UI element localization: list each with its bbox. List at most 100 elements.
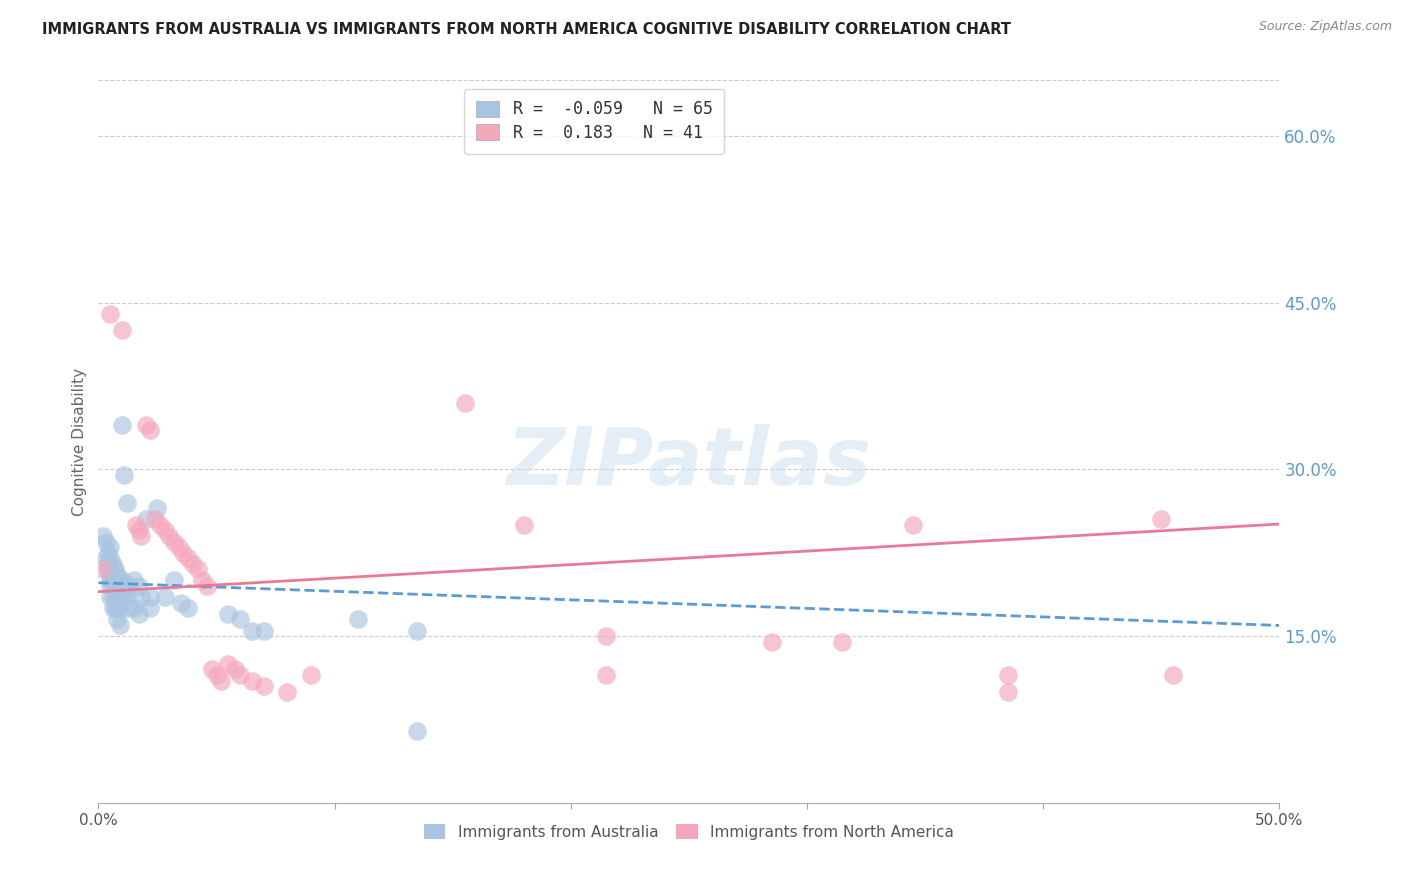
Point <box>229 612 252 626</box>
Point <box>253 624 276 638</box>
Point <box>276 684 298 698</box>
Point <box>903 517 925 532</box>
Point <box>128 607 150 621</box>
Point <box>111 574 134 588</box>
Point <box>94 551 117 566</box>
Point <box>453 395 475 409</box>
Point <box>105 579 128 593</box>
Point <box>97 557 120 571</box>
Point <box>125 517 148 532</box>
Point <box>139 590 162 604</box>
Point <box>163 534 186 549</box>
Point <box>217 657 239 671</box>
Point <box>122 601 145 615</box>
Point <box>115 590 138 604</box>
Point <box>240 624 263 638</box>
Point <box>105 601 128 615</box>
Point <box>177 551 200 566</box>
Point <box>101 579 124 593</box>
Y-axis label: Cognitive Disability: Cognitive Disability <box>72 368 87 516</box>
Point <box>98 579 121 593</box>
Point <box>139 424 162 438</box>
Point <box>108 618 131 632</box>
Point <box>240 673 263 688</box>
Point <box>191 574 214 588</box>
Point <box>101 557 124 571</box>
Point <box>104 579 127 593</box>
Point <box>1161 668 1184 682</box>
Point <box>347 612 370 626</box>
Text: ZIPatlas: ZIPatlas <box>506 425 872 502</box>
Point <box>205 668 228 682</box>
Point <box>104 590 127 604</box>
Point <box>129 590 152 604</box>
Point <box>157 529 180 543</box>
Point <box>101 574 124 588</box>
Point <box>595 629 617 643</box>
Point <box>101 568 124 582</box>
Point <box>105 590 128 604</box>
Point <box>112 584 135 599</box>
Point <box>122 574 145 588</box>
Point <box>149 517 172 532</box>
Point <box>997 668 1019 682</box>
Point <box>105 612 128 626</box>
Point <box>163 574 186 588</box>
Point <box>105 574 128 588</box>
Point <box>98 307 121 321</box>
Point <box>97 546 120 560</box>
Point <box>104 601 127 615</box>
Point <box>512 517 534 532</box>
Point <box>112 467 135 482</box>
Point <box>104 568 127 582</box>
Point <box>101 590 124 604</box>
Point <box>108 574 131 588</box>
Point <box>229 668 252 682</box>
Point <box>108 579 131 593</box>
Point <box>101 601 124 615</box>
Point <box>97 562 120 576</box>
Point <box>118 579 141 593</box>
Point <box>135 512 157 526</box>
Point <box>108 601 131 615</box>
Point <box>118 601 141 615</box>
Point <box>98 568 121 582</box>
Point <box>104 574 127 588</box>
Point <box>831 634 853 648</box>
Point <box>1150 512 1173 526</box>
Point <box>98 551 121 566</box>
Point <box>209 673 232 688</box>
Point <box>167 540 190 554</box>
Point <box>111 590 134 604</box>
Point <box>253 679 276 693</box>
Point <box>111 323 134 337</box>
Point <box>170 596 193 610</box>
Point <box>135 417 157 432</box>
Point <box>201 662 224 676</box>
Point <box>111 417 134 432</box>
Point <box>595 668 617 682</box>
Point <box>128 524 150 538</box>
Point <box>104 562 127 576</box>
Point <box>153 524 176 538</box>
Point <box>139 601 162 615</box>
Point <box>153 590 176 604</box>
Point <box>172 546 194 560</box>
Point <box>195 579 218 593</box>
Point <box>217 607 239 621</box>
Point <box>98 574 121 588</box>
Point <box>181 557 204 571</box>
Point <box>94 534 117 549</box>
Point <box>98 590 121 604</box>
Point <box>91 529 114 543</box>
Point <box>177 601 200 615</box>
Point <box>111 579 134 593</box>
Point <box>146 501 169 516</box>
Point <box>406 723 429 738</box>
Text: Source: ZipAtlas.com: Source: ZipAtlas.com <box>1258 20 1392 33</box>
Legend: Immigrants from Australia, Immigrants from North America: Immigrants from Australia, Immigrants fr… <box>418 818 960 846</box>
Point <box>98 540 121 554</box>
Point <box>115 496 138 510</box>
Point <box>129 529 152 543</box>
Point <box>143 512 166 526</box>
